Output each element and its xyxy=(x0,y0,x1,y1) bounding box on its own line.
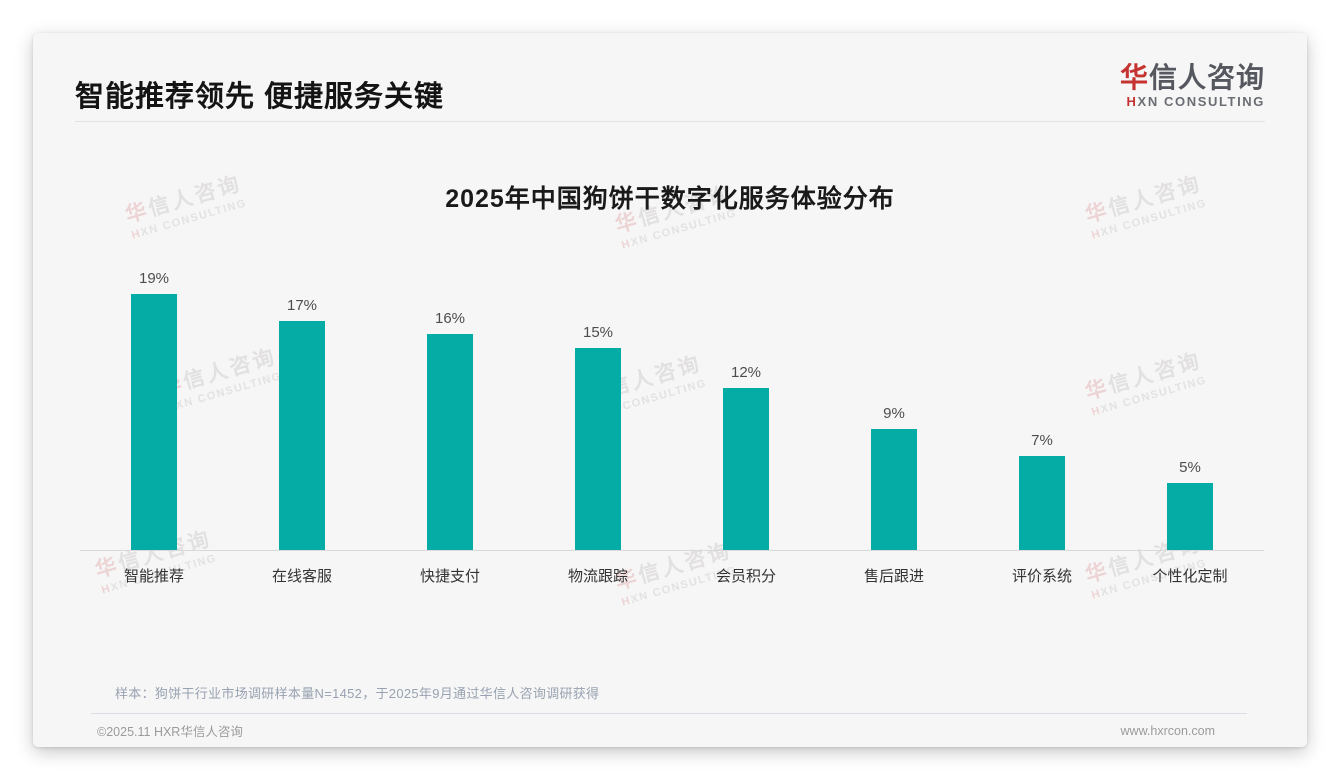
bar-value-label: 5% xyxy=(1179,458,1201,476)
website-text: www.hxrcon.com xyxy=(1120,723,1215,738)
category-axis: 智能推荐 在线客服 快捷支付 物流跟踪 会员积分 售后跟进 评价系统 个性化定制 xyxy=(80,565,1264,586)
sample-note: 样本：狗饼干行业市场调研样本量N=1452，于2025年9月通过华信人咨询调研获… xyxy=(115,686,600,701)
page-title: 智能推荐领先 便捷服务关键 xyxy=(75,81,445,113)
bar-value-label: 19% xyxy=(138,269,170,287)
bar-category-label: 快捷支付 xyxy=(419,568,480,585)
bar-column: 5% xyxy=(1116,263,1264,550)
slide-card: 华信人咨询 HXN CONSULTING 华信人咨询 HXN CONSULTING 华信… xyxy=(33,33,1307,747)
logo-cn-rest: 信人咨询 xyxy=(1148,62,1265,93)
bar xyxy=(279,320,325,550)
bar-column: 19% xyxy=(80,263,228,550)
bar xyxy=(1167,482,1213,550)
bar-category-label: 会员积分 xyxy=(715,568,776,585)
bar-value-label: 9% xyxy=(883,404,905,422)
bar-category-label: 智能推荐 xyxy=(123,568,184,585)
bar-column: 12% xyxy=(672,263,820,550)
chart-title: 2025年中国狗饼干数字化服务体验分布 xyxy=(445,185,895,213)
bar xyxy=(575,347,621,550)
bar-category-label: 评价系统 xyxy=(1011,568,1072,585)
logo-cn-accent: 华 xyxy=(1119,62,1149,93)
bar-column: 9% xyxy=(820,263,968,550)
company-logo: 华信人咨询 HXN CONSULTING xyxy=(1119,62,1265,109)
bar xyxy=(427,334,473,550)
bar xyxy=(131,293,177,550)
bar xyxy=(1019,455,1065,550)
footer: ©2025.11 HXR华信人咨询 www.hxrcon.com xyxy=(97,721,1215,740)
bar-value-label: 7% xyxy=(1031,431,1053,449)
bar xyxy=(723,388,769,550)
bar-value-label: 17% xyxy=(286,296,318,314)
logo-en-accent: H xyxy=(1126,93,1138,109)
bar-column: 7% xyxy=(968,263,1116,550)
bar-category-label: 在线客服 xyxy=(271,568,332,585)
logo-en-text: HXN CONSULTING xyxy=(1120,93,1265,109)
bar-value-label: 16% xyxy=(434,310,466,327)
logo-cn-text: 华信人咨询 xyxy=(1119,62,1265,94)
bar-chart: 19% 17% 16% 15% 12% 9% 7% 5% xyxy=(80,263,1264,551)
header-divider xyxy=(75,121,1265,122)
bar-column: 16% xyxy=(376,263,524,550)
bar xyxy=(871,428,917,550)
logo-en-rest: XN CONSULTING xyxy=(1137,93,1265,109)
footer-divider xyxy=(91,713,1247,714)
slide-header: 智能推荐领先 便捷服务关键 华信人咨询 HXN CONSULTING xyxy=(75,62,1265,115)
bar-column: 15% xyxy=(524,263,672,550)
copyright-text: ©2025.11 HXR华信人咨询 xyxy=(97,725,243,739)
bar-category-label: 售后跟进 xyxy=(863,568,924,585)
bar-value-label: 15% xyxy=(582,323,614,341)
bar-value-label: 12% xyxy=(730,364,762,381)
bar-column: 17% xyxy=(228,263,376,550)
bar-category-label: 个性化定制 xyxy=(1152,568,1228,585)
bar-category-label: 物流跟踪 xyxy=(567,568,628,585)
